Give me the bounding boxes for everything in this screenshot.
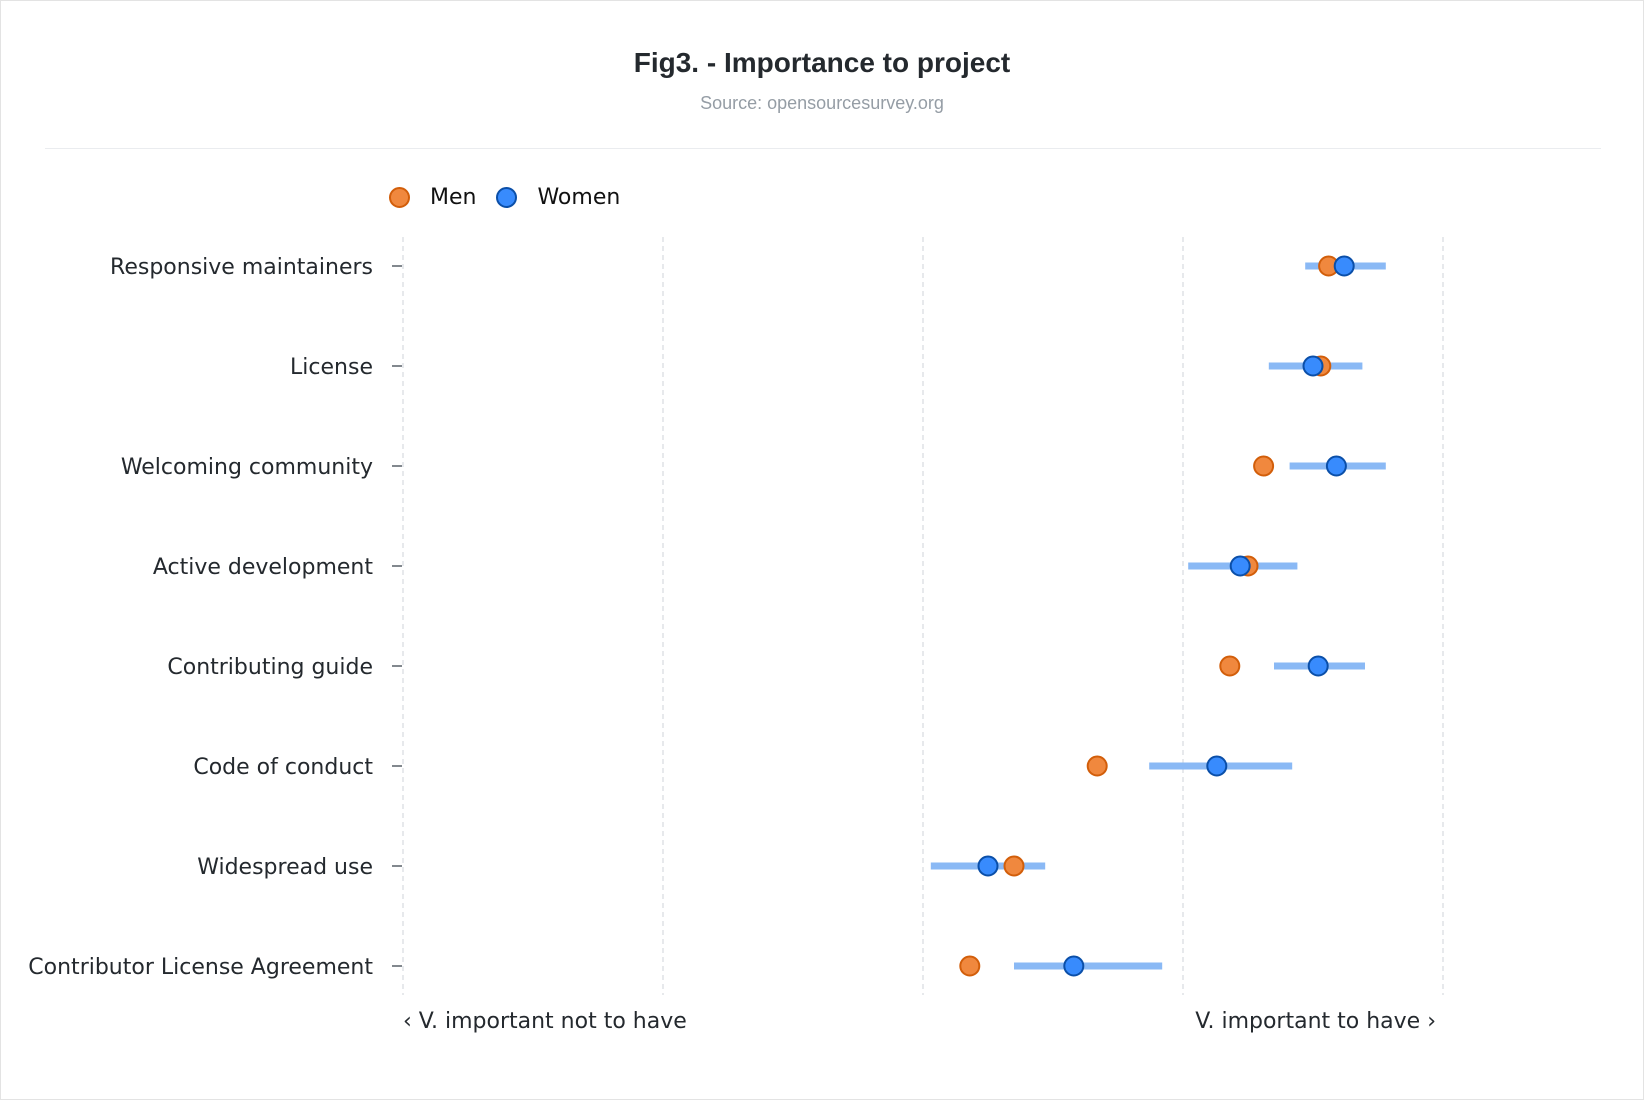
axis-label-left: ‹ V. important not to have xyxy=(403,1009,687,1034)
chart-title: Fig3. - Importance to project xyxy=(633,47,1011,78)
data-point-men[interactable] xyxy=(1253,455,1275,477)
data-point-men[interactable] xyxy=(1086,755,1108,777)
data-point-women[interactable] xyxy=(1333,255,1355,277)
category-label: Responsive maintainers xyxy=(110,255,373,280)
legend-item-women[interactable]: Women xyxy=(496,185,620,210)
legend-item-men[interactable]: Men xyxy=(389,185,476,210)
data-point-men[interactable] xyxy=(1003,855,1025,877)
legend-label-women: Women xyxy=(537,184,621,210)
chart-subtitle: Source: opensourcesurvey.org xyxy=(700,93,944,113)
data-point-men[interactable] xyxy=(959,955,981,977)
category-label: Contributor License Agreement xyxy=(28,955,373,980)
category-label: Contributing guide xyxy=(167,655,373,680)
category-label: Active development xyxy=(153,555,374,580)
category-label: Welcoming community xyxy=(121,455,373,480)
category-label: License xyxy=(290,355,373,380)
legend-dot-women xyxy=(496,186,518,208)
data-point-women[interactable] xyxy=(1206,755,1228,777)
header-divider xyxy=(45,148,1601,149)
data-point-women[interactable] xyxy=(1229,555,1251,577)
data-points xyxy=(959,255,1355,977)
grid-lines xyxy=(402,237,1444,995)
legend-dot-men xyxy=(389,186,410,208)
category-label: Code of conduct xyxy=(193,755,373,780)
category-labels: Responsive maintainers License Welcoming c… xyxy=(28,255,402,980)
data-point-women[interactable] xyxy=(1302,355,1324,377)
legend: Men Women xyxy=(389,181,640,213)
data-point-men[interactable] xyxy=(1219,655,1241,677)
data-point-women[interactable] xyxy=(977,855,999,877)
data-point-women[interactable] xyxy=(1307,655,1329,677)
axis-label-right: V. important to have › xyxy=(1195,1009,1436,1034)
legend-label-men: Men xyxy=(430,184,477,210)
data-point-women[interactable] xyxy=(1325,455,1347,477)
category-label: Widespread use xyxy=(197,855,373,880)
data-point-women[interactable] xyxy=(1063,955,1085,977)
